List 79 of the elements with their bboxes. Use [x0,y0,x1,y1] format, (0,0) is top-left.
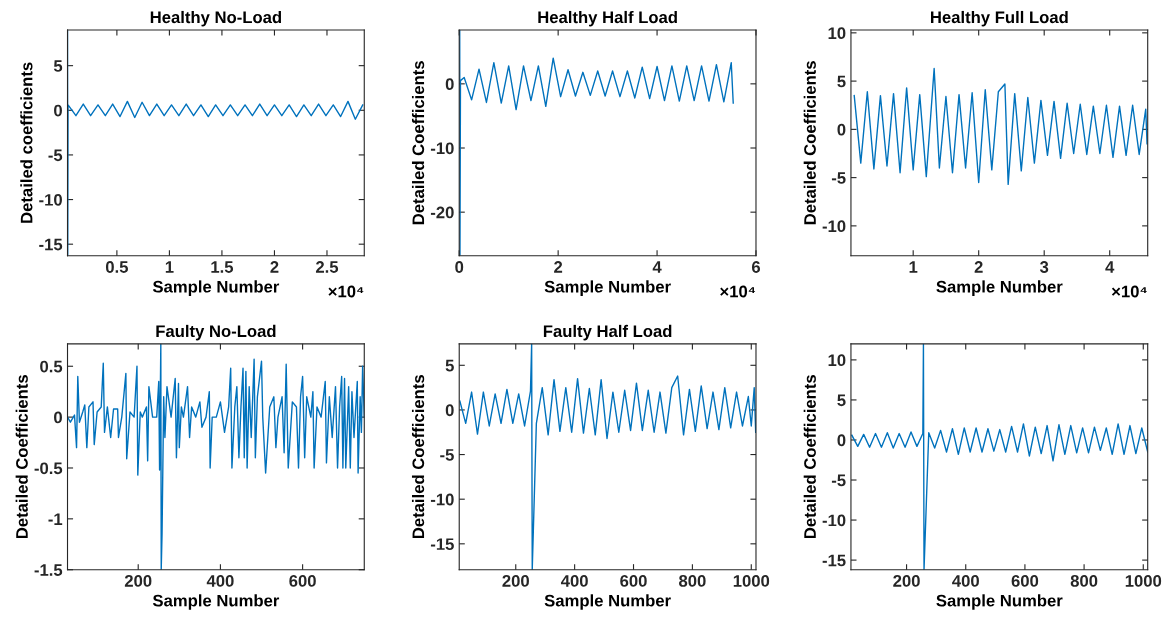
x-tick-label: 400 [952,575,979,587]
y-tick-label: 0.5 [40,360,63,373]
y-tick-label: -1 [48,513,63,525]
x-tick-label: 600 [620,575,647,587]
y-tick-label: 10 [828,27,846,40]
y-tick-label: -15 [822,554,846,567]
y-tick-label: 0 [837,123,846,136]
x-tick-label: 200 [502,575,529,587]
y-tick-label: 5 [837,75,846,88]
x-tick-label: 0 [455,261,464,273]
line-series [853,67,1148,186]
x-tick-label: 200 [124,575,152,587]
x-axis-title: Sample Number [152,280,280,296]
y-tick-label: 0 [54,104,62,117]
x-tick-label: 1000 [1125,575,1162,587]
y-tick-label: -10 [430,493,454,506]
x-axis-title: Sample Number [152,594,280,610]
y-tick-label: -5 [440,449,454,461]
x-tick-label: 600 [289,575,316,587]
y-tick-label: 0 [445,404,454,417]
x-tick-label: 4 [652,261,662,273]
chart-title: Healthy No-Load [150,10,281,27]
y-tick-label: -10 [39,193,62,206]
x-tick-label: 2 [974,261,983,273]
x-axis-title: Sample Number [544,594,671,610]
chart-title: Healthy Full Load [931,10,1068,27]
y-axis-title: Detailed Coefficients [411,375,425,539]
x-axis-title: Sample Number [936,594,1063,610]
x-tick-label: 0.5 [105,261,128,273]
chart-title: Faulty No-Load [156,324,276,341]
y-tick-label: -10 [822,514,846,527]
y-tick-label: -5 [831,474,846,487]
x-tick-label: 800 [679,575,706,587]
text: ×10⁴ [1111,285,1147,298]
x-tick-label: 400 [560,575,588,587]
x-tick-label: 1000 [733,575,770,587]
y-axis-title: Detailed coefficients [20,62,33,223]
y-tick-label: 5 [837,394,846,407]
y-tick-label: -15 [39,238,63,251]
x-axis-title: Sample Number [936,280,1063,296]
x-tick-label: 1 [909,261,918,273]
y-tick-label: 10 [828,354,846,367]
line-series [459,343,756,570]
y-axis-title: Detailed Coefficients [411,61,425,225]
y-tick-label: 5 [445,359,454,372]
x-tick-label: 1.5 [211,261,234,273]
x-tick-label: 2 [554,261,563,273]
chart-title: Faulty Half Load [543,324,672,341]
chart-title: Healthy Half Load [538,10,677,27]
y-tick-label: -15 [430,538,454,551]
y-tick-label: -10 [822,220,846,233]
x-tick-label: 4 [1105,261,1115,273]
y-tick-label: -5 [831,172,846,184]
x-tick-label: 1 [165,261,174,273]
y-tick-label: -5 [48,149,63,162]
x-tick-label: 6 [751,261,761,273]
line-series [67,343,365,570]
y-axis-title: Detailed Coefficients [15,375,28,539]
y-tick-label: 0 [445,78,454,91]
y-tick-label: -1.5 [34,564,63,576]
x-tick-label: 600 [1011,575,1039,587]
y-tick-label: -0.5 [34,462,63,475]
x-tick-label: 400 [206,575,234,587]
x-tick-label: 3 [1039,261,1049,273]
x-axis-title: Sample Number [544,280,671,296]
y-axis-title: Detailed Coefficients [803,61,816,225]
y-tick-label: 5 [53,60,63,72]
x-tick-label: 800 [1070,575,1098,587]
line-series [851,343,1148,570]
text: ×10⁴ [328,285,364,298]
x-tick-label: 200 [893,575,920,587]
y-tick-label: 0 [54,411,62,424]
y-tick-label: -10 [430,142,454,155]
text: ×10⁴ [720,285,756,298]
x-tick-label: 2.5 [315,261,339,273]
y-axis-title: Detailed Coefficients [803,375,816,539]
y-tick-label: -20 [430,206,454,219]
x-tick-label: 2 [270,261,279,273]
y-tick-label: 0 [837,434,846,447]
